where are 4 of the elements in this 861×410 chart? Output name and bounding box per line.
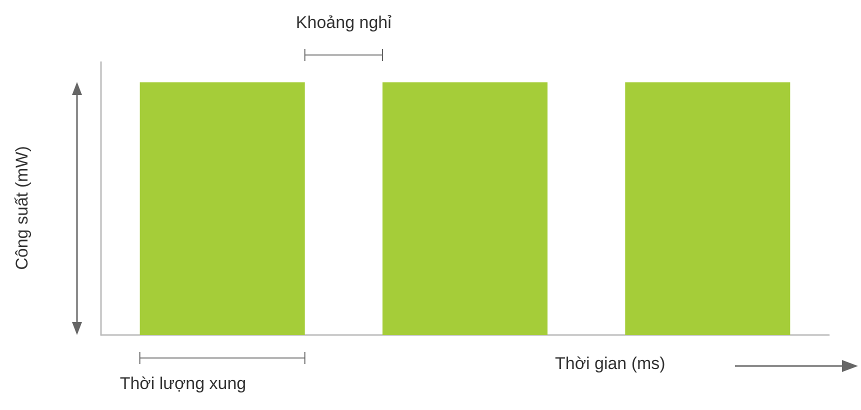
y-axis-title: Công suất (mW) <box>12 146 32 270</box>
text: Thời lượng xung <box>120 374 246 393</box>
text: Khoảng nghỉ <box>296 13 392 32</box>
x-axis-title: Thời gian (ms) <box>555 354 666 373</box>
